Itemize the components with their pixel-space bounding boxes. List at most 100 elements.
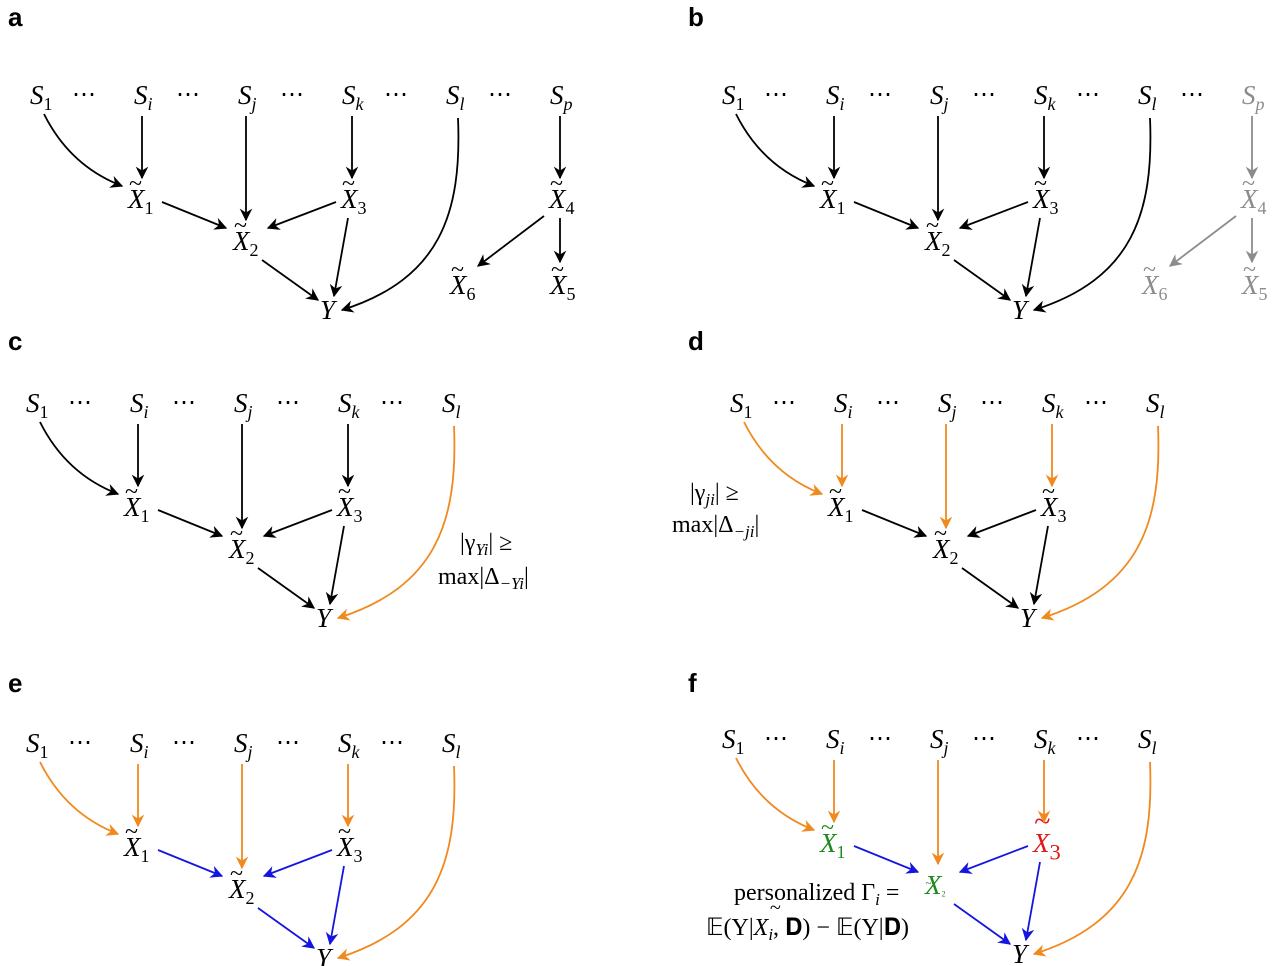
panel-d-node-sk: Sk — [1042, 388, 1065, 422]
panel-c-edge-x2-y — [257, 567, 316, 609]
panel-a-node-x6-tilde: ~ — [451, 257, 464, 283]
panel-c-node-x3: X3 — [336, 492, 363, 526]
panel-a-edge-x2-y — [261, 259, 320, 301]
panel-e-node-x2-tilde: ~ — [230, 861, 243, 887]
panel-b-edge-x3-y — [1021, 217, 1041, 298]
panel-e-node-x1-tilde: ~ — [125, 819, 138, 845]
panel-c-node-y: Y — [316, 603, 334, 633]
panel-e-edge-s1-x1 — [39, 761, 120, 836]
panel-a-node-si: Si — [134, 80, 153, 114]
panel-b-node-x6: X6 — [1141, 270, 1168, 304]
panel-c-ellipsis-3: ⋯ — [276, 388, 300, 416]
panel-a-node-x4: X4 — [548, 184, 575, 218]
panel-a-edge-x3-x2 — [266, 201, 337, 230]
panel-e-edge-x3-y — [325, 865, 345, 946]
panel-a-ellipsis-5: ⋯ — [488, 80, 512, 108]
panel-a-edge-x1-x2 — [161, 201, 228, 230]
panel-f-edge-x1-x2 — [853, 845, 920, 874]
panel-e-node-x1: X1 — [123, 832, 150, 866]
panel-b-node-x5: X5 — [1241, 270, 1268, 304]
panel-d-node-y: Y — [1020, 603, 1038, 633]
panel-d-annotation-line1: |γji| ≥ — [690, 480, 739, 509]
panel-e-node-x3-tilde: ~ — [338, 819, 351, 845]
panel-d-edge-x1-x2 — [861, 509, 928, 538]
panel-f-node-x3-tilde: ~ — [1034, 805, 1050, 838]
panel-b-node-y: Y — [1012, 295, 1030, 325]
panel-a-ellipsis-2: ⋯ — [176, 80, 200, 108]
panel-c-ellipsis-2: ⋯ — [172, 388, 196, 416]
panel-c-node-x3-tilde: ~ — [338, 479, 351, 505]
panel-a-ellipsis-3: ⋯ — [280, 80, 304, 108]
panel-f-annotation-tilde: ~ — [770, 897, 781, 919]
panel-a-node-sl: Sl — [446, 80, 465, 114]
panel-b-ellipsis-3: ⋯ — [972, 80, 996, 108]
panel-d-edge-sl-y — [1040, 425, 1160, 621]
panel-a-node-s1: S1 — [30, 80, 53, 114]
panel-c-edge-x3-x2 — [262, 509, 333, 538]
panel-b-node-x1-tilde: ~ — [821, 171, 834, 197]
panel-e-node-s1: S1 — [26, 728, 49, 762]
panel-f-ellipsis-4: ⋯ — [1076, 724, 1100, 752]
panel-e-ellipsis-4: ⋯ — [380, 728, 404, 756]
panel-a-node-x3-tilde: ~ — [342, 171, 355, 197]
panel-d-node-sj: Sj — [938, 388, 957, 422]
panel-b-node-x1: X1 — [819, 184, 846, 218]
panel-e-node-sj: Sj — [234, 728, 253, 762]
panel-e-ellipsis-1: ⋯ — [68, 728, 92, 756]
panel-e-node-sl: Sl — [442, 728, 461, 762]
panel-e-node-x3: X3 — [336, 832, 363, 866]
panel-a-node-sj: Sj — [238, 80, 257, 114]
panel-f-ellipsis-3: ⋯ — [972, 724, 996, 752]
panel-a-edge-sl-y — [340, 117, 460, 313]
panel-c-edge-x1-x2 — [157, 509, 224, 538]
panel-c-edge-s1-x1 — [39, 421, 120, 496]
panel-e-label: e — [8, 668, 22, 698]
panel-e-node-y: Y — [316, 943, 334, 966]
panel-d-annotation-line2: max|Δ−ji| — [672, 512, 759, 541]
panel-a-node-sp: Sp — [550, 80, 573, 114]
panel-c-annotation-line1: |γYi| ≥ — [460, 530, 512, 559]
panel-f-node-sj: Sj — [930, 724, 949, 758]
panel-b-node-x2-tilde: ~ — [926, 213, 939, 239]
panel-e-node-x2: X2 — [228, 874, 255, 908]
panel-a-edge-x4-x6 — [476, 215, 545, 267]
panel-c-node-x1: X1 — [123, 492, 150, 526]
panel-f-node-x2-tilde: ~ — [925, 877, 931, 889]
panel-b-node-sj: Sj — [930, 80, 949, 114]
panel-a-node-x3: X3 — [340, 184, 367, 218]
panel-c-node-sl: Sl — [442, 388, 461, 422]
panel-b-node-x4-tilde: ~ — [1242, 171, 1255, 197]
panel-b-node-si: Si — [826, 80, 845, 114]
panel-c-node-sj: Sj — [234, 388, 253, 422]
panel-b-edge-x3-x2 — [958, 201, 1029, 230]
panel-f-node-s1: S1 — [722, 724, 745, 758]
panel-d-node-x2-tilde: ~ — [934, 521, 947, 547]
panel-e-edge-sl-y — [336, 765, 456, 961]
panel-f-edge-x2-y — [953, 903, 1012, 945]
panel-e-node-sk: Sk — [338, 728, 361, 762]
panel-c-node-si: Si — [130, 388, 149, 422]
panel-d-node-si: Si — [834, 388, 853, 422]
panel-f-node-si: Si — [826, 724, 845, 758]
panel-a-edge-s1-x1 — [43, 113, 124, 188]
panel-d-node-x1: X1 — [827, 492, 854, 526]
panel-a-node-x5-tilde: ~ — [551, 257, 564, 283]
panel-b-node-sl: Sl — [1138, 80, 1157, 114]
panel-c-annotation-line2: max|Δ−Yi| — [438, 564, 529, 593]
panel-e-ellipsis-3: ⋯ — [276, 728, 300, 756]
panel-b-ellipsis-4: ⋯ — [1076, 80, 1100, 108]
panel-b-label: b — [688, 2, 704, 32]
panel-c-node-x1-tilde: ~ — [125, 479, 138, 505]
panel-d-node-x3: X3 — [1040, 492, 1067, 526]
panel-f-node-sk: Sk — [1034, 724, 1057, 758]
panel-f-ellipsis-1: ⋯ — [764, 724, 788, 752]
panel-a-node-x1: X1 — [127, 184, 154, 218]
panel-d-node-x1-tilde: ~ — [829, 479, 842, 505]
panel-d-node-sl: Sl — [1146, 388, 1165, 422]
panel-d-node-x2: X2 — [932, 534, 959, 568]
